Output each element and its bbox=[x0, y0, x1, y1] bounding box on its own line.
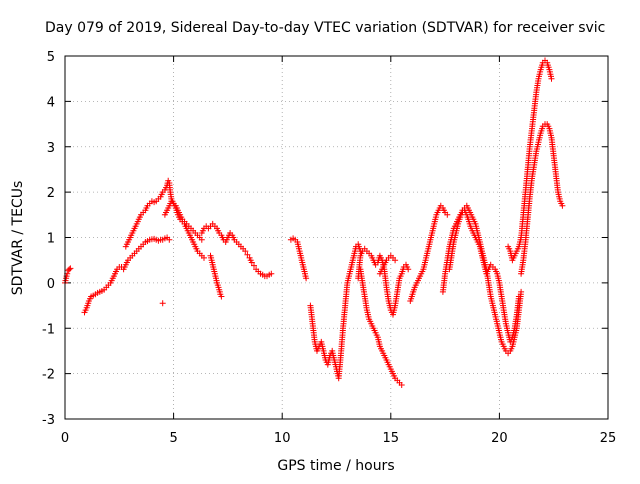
data-point bbox=[248, 259, 255, 266]
x-tick-label: 5 bbox=[169, 431, 177, 446]
y-tick-label: -3 bbox=[42, 413, 55, 428]
data-point bbox=[159, 300, 166, 307]
chart-title: Day 079 of 2019, Sidereal Day-to-day VTE… bbox=[45, 20, 605, 36]
data-point bbox=[559, 202, 566, 209]
x-axis-label: GPS time / hours bbox=[277, 458, 394, 474]
data-point bbox=[518, 288, 525, 295]
y-tick-label: 4 bbox=[47, 95, 55, 110]
y-axis-label: SDTVAR / TECUs bbox=[10, 181, 26, 296]
y-tick-label: 2 bbox=[47, 186, 55, 201]
data-point bbox=[398, 382, 405, 388]
data-point bbox=[515, 293, 522, 300]
data-point bbox=[242, 248, 249, 255]
data-point bbox=[67, 265, 74, 272]
x-tick-label: 10 bbox=[274, 431, 291, 446]
data-point bbox=[392, 257, 399, 264]
data-point bbox=[244, 251, 251, 258]
data-point bbox=[444, 211, 451, 218]
data-point bbox=[548, 75, 555, 82]
data-point bbox=[218, 293, 225, 300]
data-points bbox=[62, 57, 566, 388]
data-point bbox=[201, 254, 207, 261]
data-point bbox=[251, 262, 257, 269]
plot-frame bbox=[64, 55, 609, 420]
data-point bbox=[66, 266, 73, 273]
data-point bbox=[166, 236, 173, 243]
x-tick-label: 20 bbox=[491, 431, 508, 446]
data-point bbox=[198, 236, 205, 243]
y-tick-label: 0 bbox=[47, 277, 55, 292]
y-tick-label: 3 bbox=[47, 141, 55, 156]
y-tick-label: -1 bbox=[42, 322, 55, 337]
x-tick-label: 0 bbox=[61, 431, 69, 446]
y-tick-label: -2 bbox=[42, 368, 55, 383]
data-point bbox=[303, 275, 310, 282]
x-tick-label: 15 bbox=[383, 431, 400, 446]
data-point bbox=[405, 266, 412, 273]
y-tick-label: 1 bbox=[47, 232, 55, 247]
axis-ticks: 0 5 10 15 20 25 -3 -2 -1 0 1 2 3 4 5 bbox=[42, 50, 616, 446]
x-tick-label: 25 bbox=[600, 431, 617, 446]
data-point bbox=[268, 270, 275, 277]
y-tick-label: 5 bbox=[47, 50, 55, 65]
